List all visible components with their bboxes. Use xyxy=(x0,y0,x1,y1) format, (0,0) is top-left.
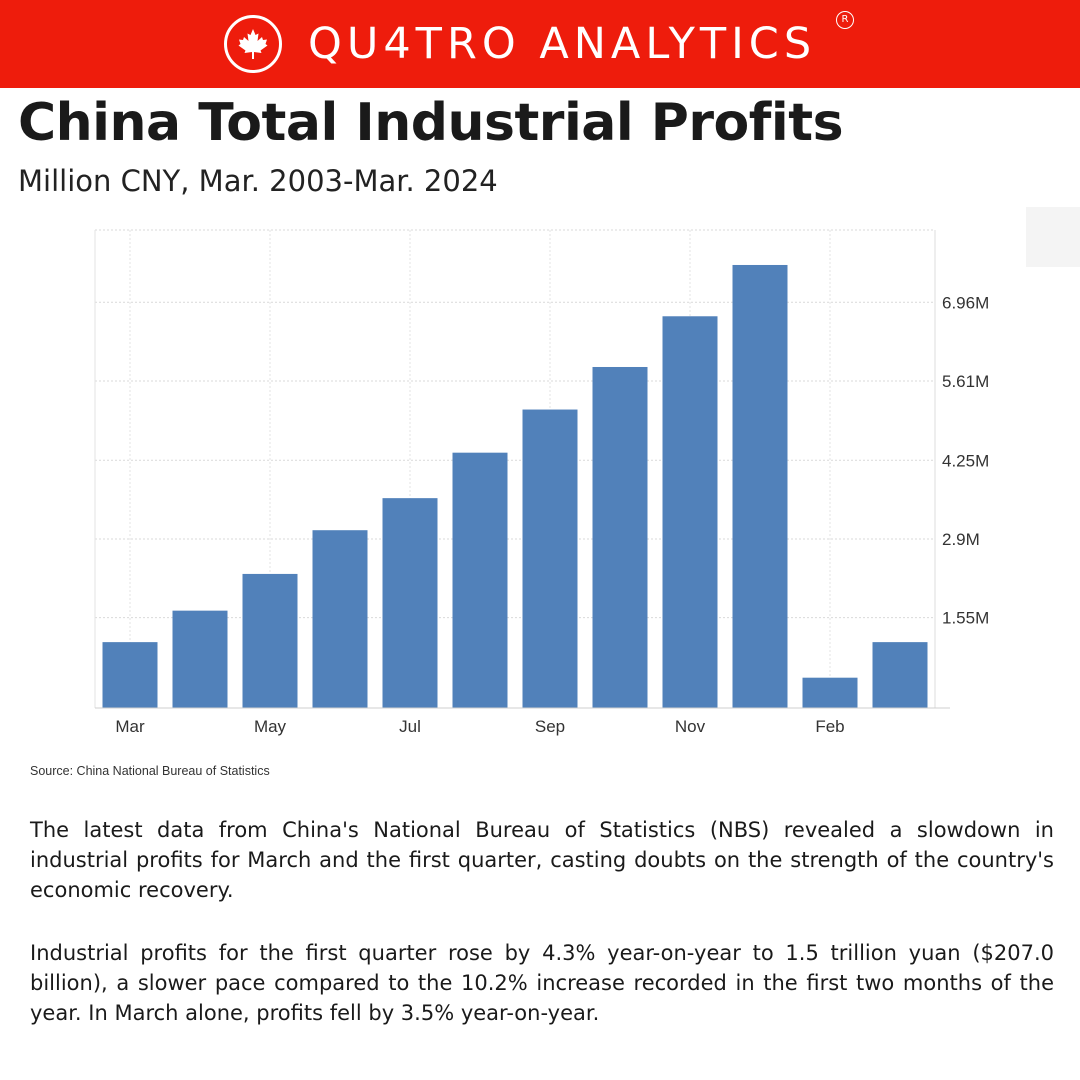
bar-chart: 1.55M 2.9M 4.25M 5.61M 6.96M Mar May Jul Sep Nov F… xyxy=(94,229,989,736)
x-tick-label: Feb xyxy=(815,717,844,736)
chart-subtitle: Million CNY, Mar. 2003-Mar. 2024 xyxy=(18,164,498,198)
brand-name: QU4TRO ANALYTICS xyxy=(308,19,817,69)
bar-aug-5 xyxy=(452,452,508,708)
bar-may-2 xyxy=(242,573,298,708)
bar-feb-10 xyxy=(802,677,858,708)
y-tick-label: 6.96M xyxy=(942,293,989,312)
chart-source: Source: China National Bureau of Statist… xyxy=(30,764,270,778)
bar-mar-0 xyxy=(102,642,158,708)
bar-dec-9 xyxy=(732,264,788,708)
body-paragraph-2: Industrial profits for the first quarter… xyxy=(30,941,1054,1025)
side-tab xyxy=(1026,207,1080,267)
brand-banner: QU4TRO ANALYTICS R xyxy=(0,0,1080,88)
y-tick-label: 4.25M xyxy=(942,451,989,470)
registered-mark: R xyxy=(836,11,854,29)
chart-title: China Total Industrial Profits xyxy=(18,93,844,153)
body-paragraph-1: The latest data from China's National Bu… xyxy=(30,818,1054,902)
bar-oct-7 xyxy=(592,366,648,708)
y-tick-label: 2.9M xyxy=(942,530,980,549)
bar-nov-8 xyxy=(662,316,718,708)
bar-mar-11 xyxy=(872,642,928,708)
maple-leaf-logo-icon xyxy=(224,15,282,73)
bar-sep-6 xyxy=(522,409,578,708)
bar-jul-4 xyxy=(382,498,438,708)
x-tick-label: May xyxy=(254,717,287,736)
y-tick-label: 5.61M xyxy=(942,372,989,391)
x-tick-label: Sep xyxy=(535,717,565,736)
x-tick-label: Mar xyxy=(115,717,145,736)
bar-apr-1 xyxy=(172,610,228,708)
x-tick-label: Jul xyxy=(399,717,421,736)
y-tick-label: 1.55M xyxy=(942,609,989,628)
x-tick-label: Nov xyxy=(675,717,706,736)
bar-jun-3 xyxy=(312,530,368,708)
